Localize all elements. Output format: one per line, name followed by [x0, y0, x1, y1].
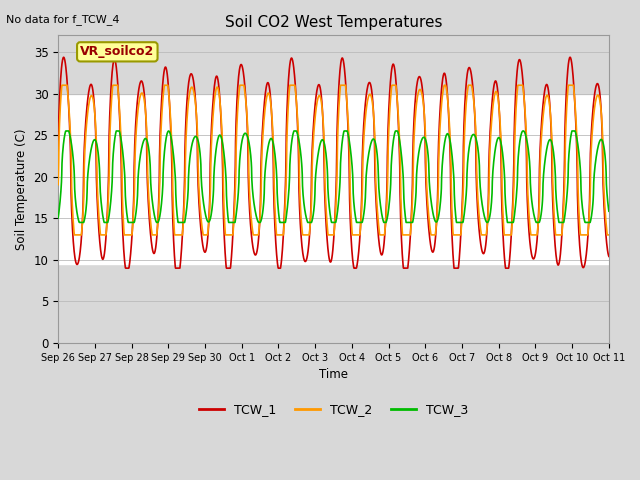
- Title: Soil CO2 West Temperatures: Soil CO2 West Temperatures: [225, 15, 442, 30]
- Bar: [58, 264, 609, 343]
- Y-axis label: Soil Temperature (C): Soil Temperature (C): [15, 129, 28, 250]
- Legend: TCW_1, TCW_2, TCW_3: TCW_1, TCW_2, TCW_3: [194, 398, 473, 421]
- Bar: [58, 94, 609, 264]
- Bar: [58, 27, 609, 94]
- Text: VR_soilco2: VR_soilco2: [80, 45, 154, 59]
- X-axis label: Time: Time: [319, 368, 348, 381]
- Text: No data for f_TCW_4: No data for f_TCW_4: [6, 14, 120, 25]
